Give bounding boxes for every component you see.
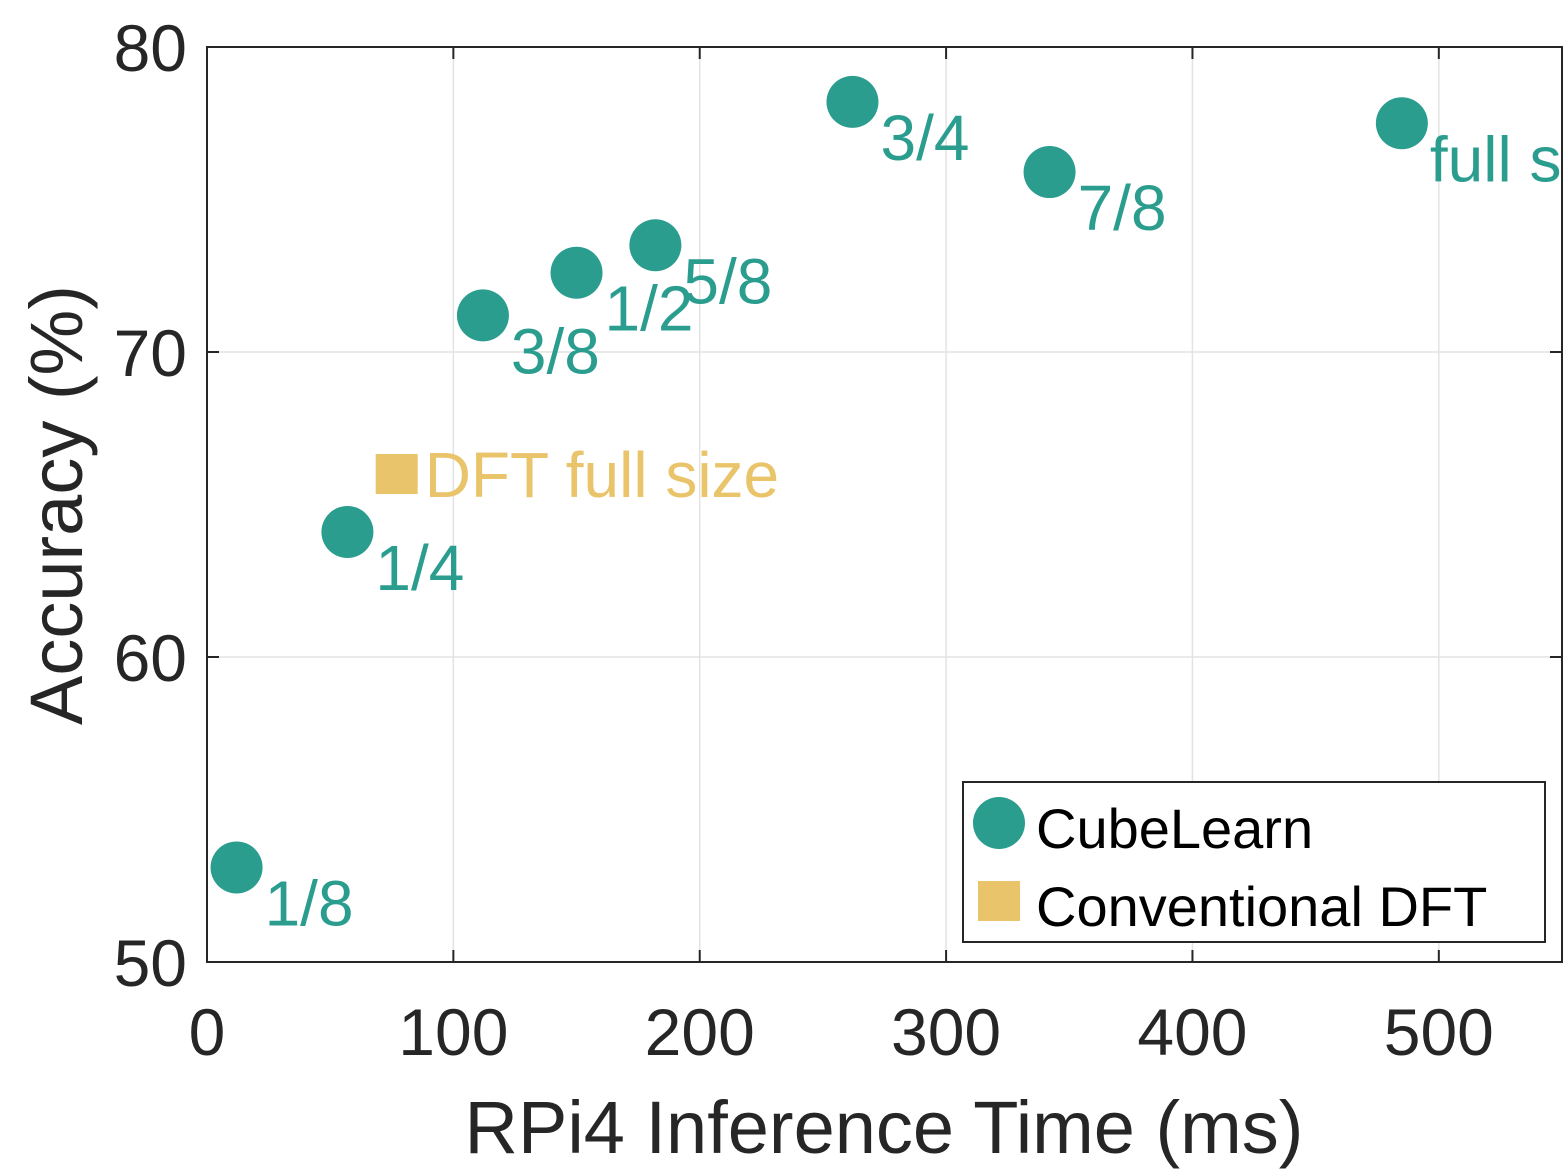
point-marker <box>826 75 879 128</box>
legend-box <box>962 781 1546 943</box>
point-label: 3/8 <box>511 315 600 387</box>
x-tick-label: 300 <box>891 995 1001 1069</box>
x-tick-label: 400 <box>1137 995 1247 1069</box>
point-label: 5/8 <box>683 245 772 317</box>
y-tick-label: 80 <box>114 11 187 85</box>
point-label: 7/8 <box>1078 172 1167 244</box>
plot-frame <box>206 46 1563 963</box>
y-tick-label: 70 <box>114 316 187 390</box>
point-label: 1/8 <box>265 867 354 939</box>
x-tick-label: 0 <box>189 995 226 1069</box>
y-axis-title: Accuracy (%) <box>15 285 98 725</box>
point-label: DFT full size <box>425 439 779 511</box>
x-tick-label: 100 <box>398 995 508 1069</box>
legend-label-conventional-dft: Conventional DFT <box>1036 875 1487 938</box>
legend-label-cubelearn: CubeLearn <box>1036 797 1313 860</box>
legend: CubeLearn Conventional DFT <box>962 781 1546 943</box>
x-axis-title: RPi4 Inference Time (ms) <box>465 1086 1304 1169</box>
point-marker <box>210 841 263 894</box>
legend-marker-cubelearn <box>973 797 1025 849</box>
x-tick-label: 200 <box>645 995 755 1069</box>
point-label: full size <box>1430 123 1563 195</box>
point-label: 1/2 <box>605 273 694 345</box>
legend-marker-conventional-dft <box>978 881 1020 921</box>
point-label: 3/4 <box>880 102 969 174</box>
point-marker <box>375 454 418 494</box>
axis-ticks: 0 100 200 300 400 500 50 60 70 80 <box>114 11 1562 1069</box>
point-marker <box>1375 97 1428 150</box>
point-label: 1/4 <box>375 532 464 604</box>
y-tick-label: 50 <box>114 926 187 1000</box>
x-tick-label: 500 <box>1384 995 1494 1069</box>
point-marker <box>321 505 374 558</box>
data-points: 1/8 1/4 3/81/25/8 3/4 7/8 full size DFT full s… <box>210 75 1563 939</box>
point-marker <box>456 289 509 342</box>
point-marker <box>1023 146 1076 199</box>
point-marker <box>629 219 682 272</box>
y-tick-label: 60 <box>114 621 187 695</box>
grid-lines <box>207 47 1562 962</box>
point-marker <box>550 246 603 299</box>
